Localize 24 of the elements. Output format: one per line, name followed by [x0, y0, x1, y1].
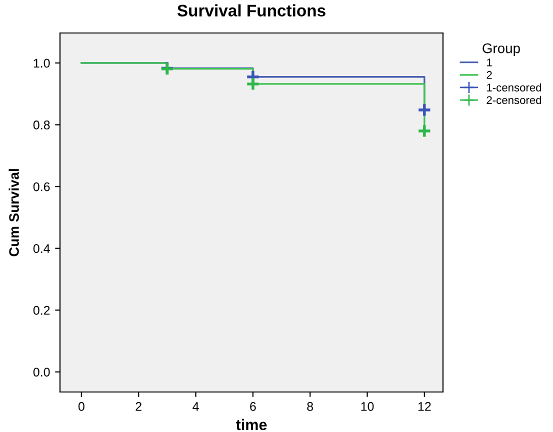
- y-tick-label: 1.0: [34, 58, 50, 68]
- point: [246, 76, 260, 92]
- x-tick-label: 12: [418, 402, 431, 411]
- point: [417, 124, 432, 138]
- x-tick-label: 10: [361, 402, 374, 411]
- x-tick-label: 4: [192, 402, 199, 411]
- legend-title: Group: [482, 43, 520, 56]
- chart-title: Survival Functions: [177, 4, 326, 16]
- y-tick-label: 0.4: [33, 244, 50, 253]
- y-tick-label: 0.2: [33, 306, 50, 315]
- x-tick-label: 8: [307, 402, 314, 411]
- y-tick-label: 0.8: [33, 120, 50, 130]
- x-tick-label: 2: [136, 402, 142, 411]
- legend-label: 1: [487, 58, 492, 66]
- legend-label: 2-censored: [486, 96, 542, 104]
- y-axis-title: Cum Survival: [8, 169, 19, 256]
- legend-label: 2: [486, 71, 492, 79]
- legend-label: 1-censored: [487, 83, 542, 92]
- x-axis-title: time: [236, 418, 267, 430]
- x-tick-label: 6: [250, 402, 256, 411]
- y-tick-label: 0.0: [33, 368, 50, 377]
- y-tick-label: 0.6: [33, 182, 50, 192]
- point: [417, 102, 432, 118]
- x-tick-label: 0: [78, 402, 84, 411]
